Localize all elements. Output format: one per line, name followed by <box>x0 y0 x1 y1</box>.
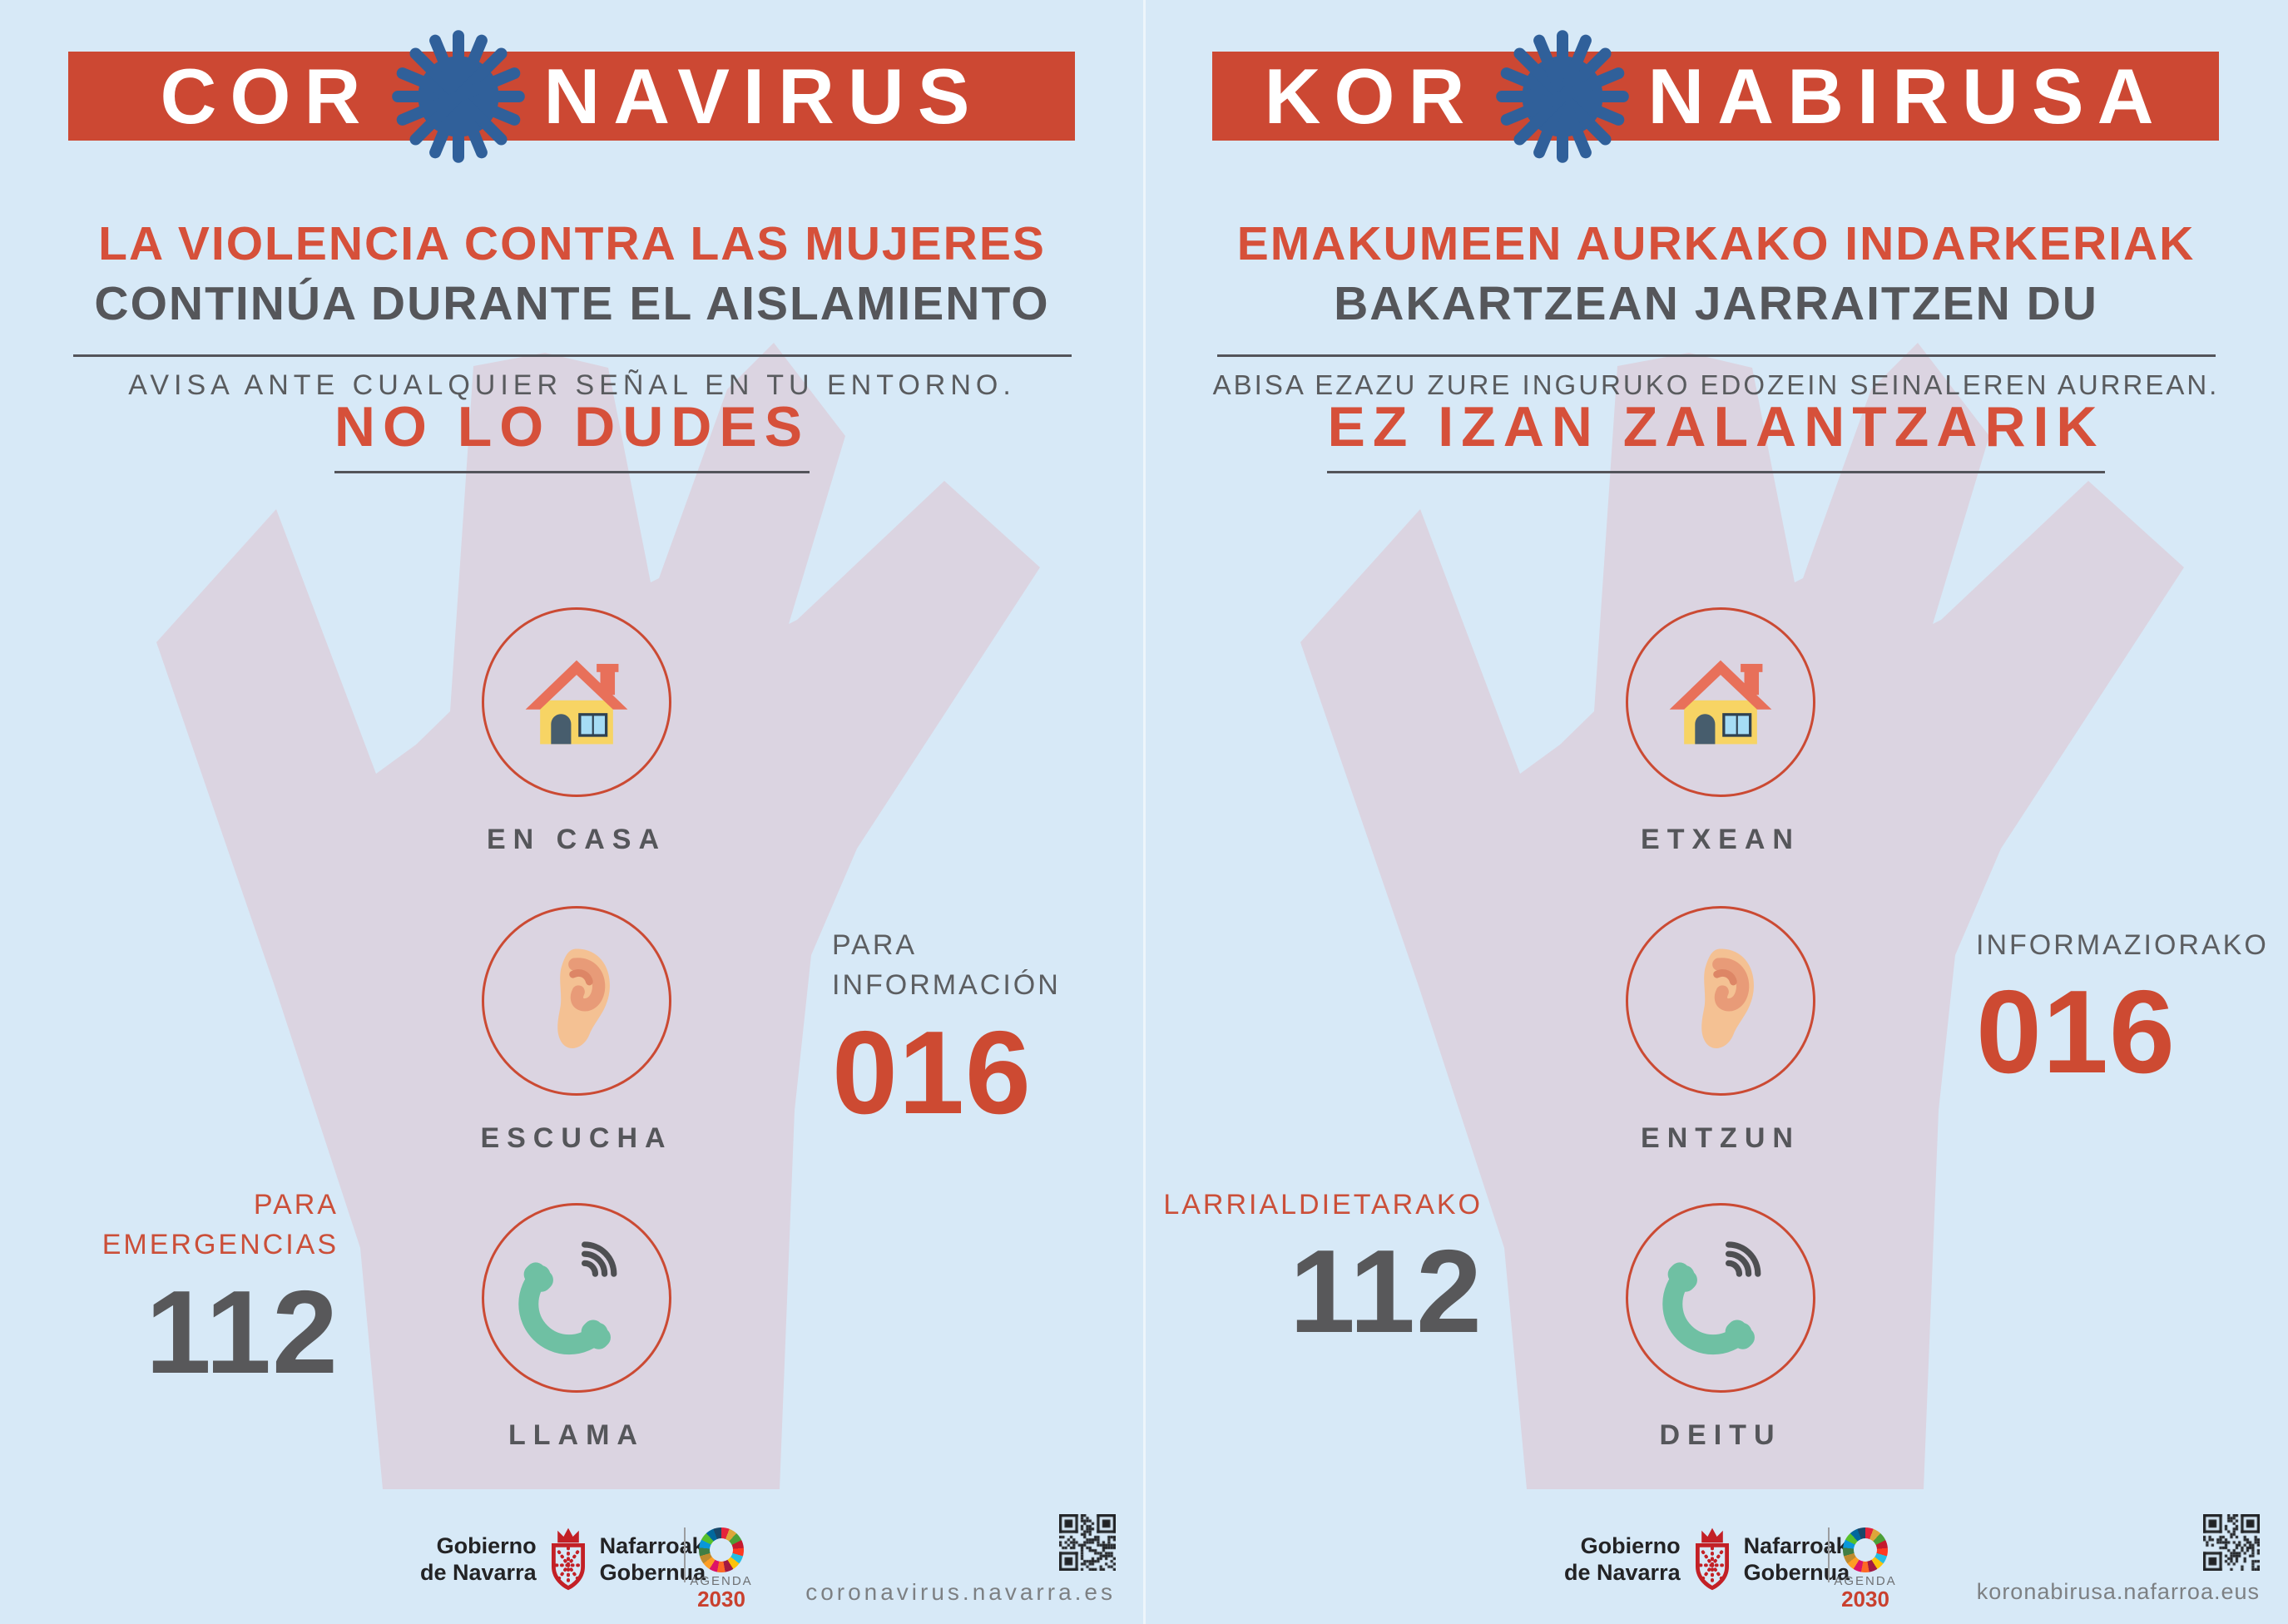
gov-name-eu-line2: Gobernua <box>1743 1560 1850 1585</box>
info-number-block: PARA INFORMACIÓN 016 <box>832 925 1142 1132</box>
headline-dark: CONTINÚA DURANTE EL AISLAMIENTO <box>94 277 1050 330</box>
virus-icon <box>1481 15 1644 178</box>
footer-divider <box>684 1527 686 1582</box>
poster-seam <box>1143 0 1146 1624</box>
headline-dark: BAKARTZEAN JARRAITZEN DU <box>1334 277 2098 330</box>
title-text-pre: KOR <box>1264 52 1478 140</box>
agenda-2030: AGENDA 2030 <box>1807 1575 1924 1611</box>
headline-red: LA VIOLENCIA CONTRA LAS MUJERES <box>98 217 1046 270</box>
cta-underline <box>1327 471 2105 474</box>
agenda-year: 2030 <box>697 1586 745 1612</box>
website-url: coronavirus.navarra.es <box>805 1579 1116 1605</box>
title-text-post: NABIRUSA <box>1647 52 2167 140</box>
house-icon <box>482 607 671 797</box>
emergency-label-line2: EMERGENCIAS <box>102 1229 339 1261</box>
agenda-2030: AGENDA 2030 <box>663 1575 780 1611</box>
navarra-shield-icon <box>1692 1526 1732 1594</box>
step-home-label: ETXEAN <box>1641 824 1800 855</box>
gov-name-eu-line1: Nafarroako <box>599 1533 719 1559</box>
virus-icon <box>377 15 540 178</box>
ear-icon <box>1626 906 1815 1096</box>
sdg-wheel-icon <box>699 1527 744 1572</box>
step-home: ETXEAN <box>1554 607 1887 856</box>
title-banner: KOR NABIRUSA <box>1212 52 2219 141</box>
gov-name-es-line1: Gobierno <box>436 1533 537 1559</box>
agenda-label: AGENDA <box>690 1574 753 1588</box>
headline-red: EMAKUMEEN AURKAKO INDARKERIAK <box>1236 217 2196 270</box>
emergency-number: 112 <box>145 1265 339 1399</box>
step-listen-label: ENTZUN <box>1641 1122 1800 1154</box>
headline-divider <box>1217 354 2216 357</box>
qr-code <box>1059 1514 1116 1571</box>
house-glyph <box>1669 660 1772 745</box>
info-label-line2: INFORMACIÓN <box>832 969 1061 1002</box>
government-logo: Gobierno de Navarra Nafarroako Gobernua <box>1564 1526 1862 1594</box>
poster-basque: KOR NABIRUSA EMAKUMEEN AURKAKO INDARKERI… <box>1144 0 2288 1624</box>
info-number: 016 <box>1976 966 2176 1099</box>
navarra-shield-icon <box>548 1526 588 1594</box>
government-logo: Gobierno de Navarra Nafarroako Gobernua <box>420 1526 718 1594</box>
qr-code <box>2203 1514 2260 1571</box>
emergency-label-line1: PARA <box>253 1189 339 1220</box>
emergency-number: 112 <box>1289 1225 1483 1359</box>
info-number-block: INFORMAZIORAKO 016 <box>1976 925 2286 1092</box>
emergency-number-block: LARRIALDIETARAKO 112 <box>1144 1185 1483 1351</box>
title-text-pre: COR <box>160 52 374 140</box>
step-listen: ESCUCHA <box>410 906 743 1155</box>
info-label-line1: INFORMAZIORAKO <box>1976 929 2269 961</box>
phone-glyph <box>1654 1231 1787 1364</box>
cta-underline <box>334 471 810 474</box>
gov-name-es-line1: Gobierno <box>1580 1533 1681 1559</box>
house-icon <box>1626 607 1815 797</box>
house-glyph <box>525 660 628 745</box>
phone-icon <box>1626 1203 1815 1393</box>
gov-name-eu-line2: Gobernua <box>599 1560 706 1585</box>
step-listen-label: ESCUCHA <box>480 1122 673 1154</box>
phone-icon <box>482 1203 671 1393</box>
subline: AVISA ANTE CUALQUIER SEÑAL EN TU ENTORNO… <box>128 369 1016 401</box>
cta-text: NO LO DUDES <box>334 395 810 458</box>
ear-glyph <box>1675 944 1766 1057</box>
emergency-number-block: PARA EMERGENCIAS 112 <box>0 1185 339 1392</box>
cta-block: NO LO DUDES <box>0 394 1144 474</box>
footer-divider <box>1828 1527 1830 1582</box>
headline-divider <box>73 354 1072 357</box>
ear-icon <box>482 906 671 1096</box>
poster-spanish: COR NAVIRUS LA VIOLENCIA CONTRA LAS MUJE… <box>0 29 1144 1611</box>
step-home-label: EN CASA <box>486 824 667 855</box>
gov-name-eu-line1: Nafarroako <box>1743 1533 1863 1559</box>
info-label-line1: PARA <box>832 929 918 961</box>
phone-glyph <box>510 1231 643 1364</box>
emergency-label-line1: LARRIALDIETARAKO <box>1163 1189 1483 1220</box>
step-home: EN CASA <box>410 607 743 856</box>
website-url: koronabirusa.nafarroa.eus <box>1976 1579 2260 1604</box>
subline: ABISA EZAZU ZURE INGURUKO EDOZEIN SEINAL… <box>1212 369 2220 400</box>
step-call-label: DEITU <box>1659 1419 1782 1451</box>
agenda-label: AGENDA <box>1834 1574 1897 1588</box>
gov-name-es-line2: de Navarra <box>1564 1560 1681 1585</box>
info-number: 016 <box>832 1006 1032 1139</box>
sdg-wheel-icon <box>1843 1527 1888 1572</box>
step-listen: ENTZUN <box>1554 906 1887 1155</box>
ear-glyph <box>531 944 622 1057</box>
gov-name-es-line2: de Navarra <box>420 1560 537 1585</box>
cta-block: EZ IZAN ZALANTZARIK <box>1144 394 2288 474</box>
cta-text: EZ IZAN ZALANTZARIK <box>1327 395 2105 458</box>
step-call-label: LLAMA <box>508 1419 645 1451</box>
step-call: LLAMA <box>410 1203 743 1452</box>
title-text-post: NAVIRUS <box>543 52 983 140</box>
title-banner: COR NAVIRUS <box>68 52 1075 141</box>
agenda-year: 2030 <box>1841 1586 1889 1612</box>
step-call: DEITU <box>1554 1203 1887 1452</box>
